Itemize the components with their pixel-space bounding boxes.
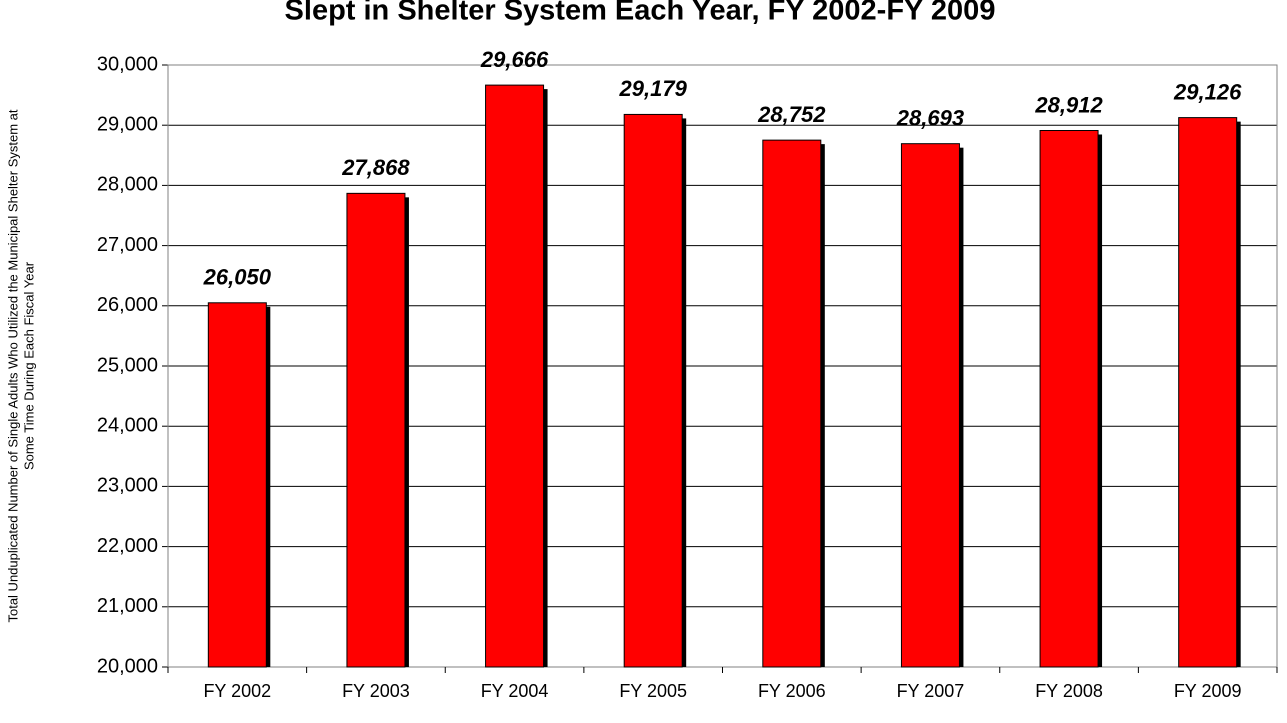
data-label: 27,868 (341, 155, 410, 180)
bar (1178, 117, 1238, 668)
y-tick-label: 30,000 (97, 53, 158, 75)
x-tick-label: FY 2004 (481, 681, 549, 701)
bar (346, 192, 406, 668)
y-tick-label: 23,000 (97, 475, 158, 497)
y-tick-label: 24,000 (97, 414, 158, 436)
bar (623, 113, 683, 668)
x-tick-label: FY 2008 (1035, 681, 1103, 701)
bar (207, 302, 267, 668)
y-tick-label: 22,000 (97, 535, 158, 557)
data-label: 29,666 (480, 47, 549, 72)
y-tick-label: 20,000 (97, 655, 158, 677)
y-tick-label: 25,000 (97, 354, 158, 376)
y-axis-label: Total Unduplicated Number of Single Adul… (5, 109, 20, 622)
x-tick-label: FY 2005 (619, 681, 687, 701)
x-tick-label: FY 2009 (1174, 681, 1242, 701)
y-tick-label: 27,000 (97, 234, 158, 256)
y-tick-label: 29,000 (97, 113, 158, 135)
data-label: 28,912 (1034, 92, 1103, 117)
data-label: 26,050 (203, 265, 272, 290)
x-tick-label: FY 2002 (203, 681, 271, 701)
data-label: 29,179 (619, 76, 688, 101)
x-tick-label: FY 2006 (758, 681, 826, 701)
y-axis-label: Some Time During Each Fiscal Year (21, 261, 36, 470)
x-tick-label: FY 2003 (342, 681, 410, 701)
x-tick-label: FY 2007 (897, 681, 965, 701)
chart-title: Slept in Shelter System Each Year, FY 20… (285, 0, 996, 27)
data-label: 28,752 (757, 102, 826, 127)
y-tick-label: 26,000 (97, 294, 158, 316)
bar (762, 139, 822, 668)
data-label: 28,693 (896, 105, 964, 130)
y-tick-label: 21,000 (97, 595, 158, 617)
bar (900, 143, 960, 668)
bar (1039, 129, 1099, 668)
y-tick-label: 28,000 (97, 174, 158, 196)
data-label: 29,126 (1173, 79, 1242, 104)
bar (485, 84, 545, 668)
